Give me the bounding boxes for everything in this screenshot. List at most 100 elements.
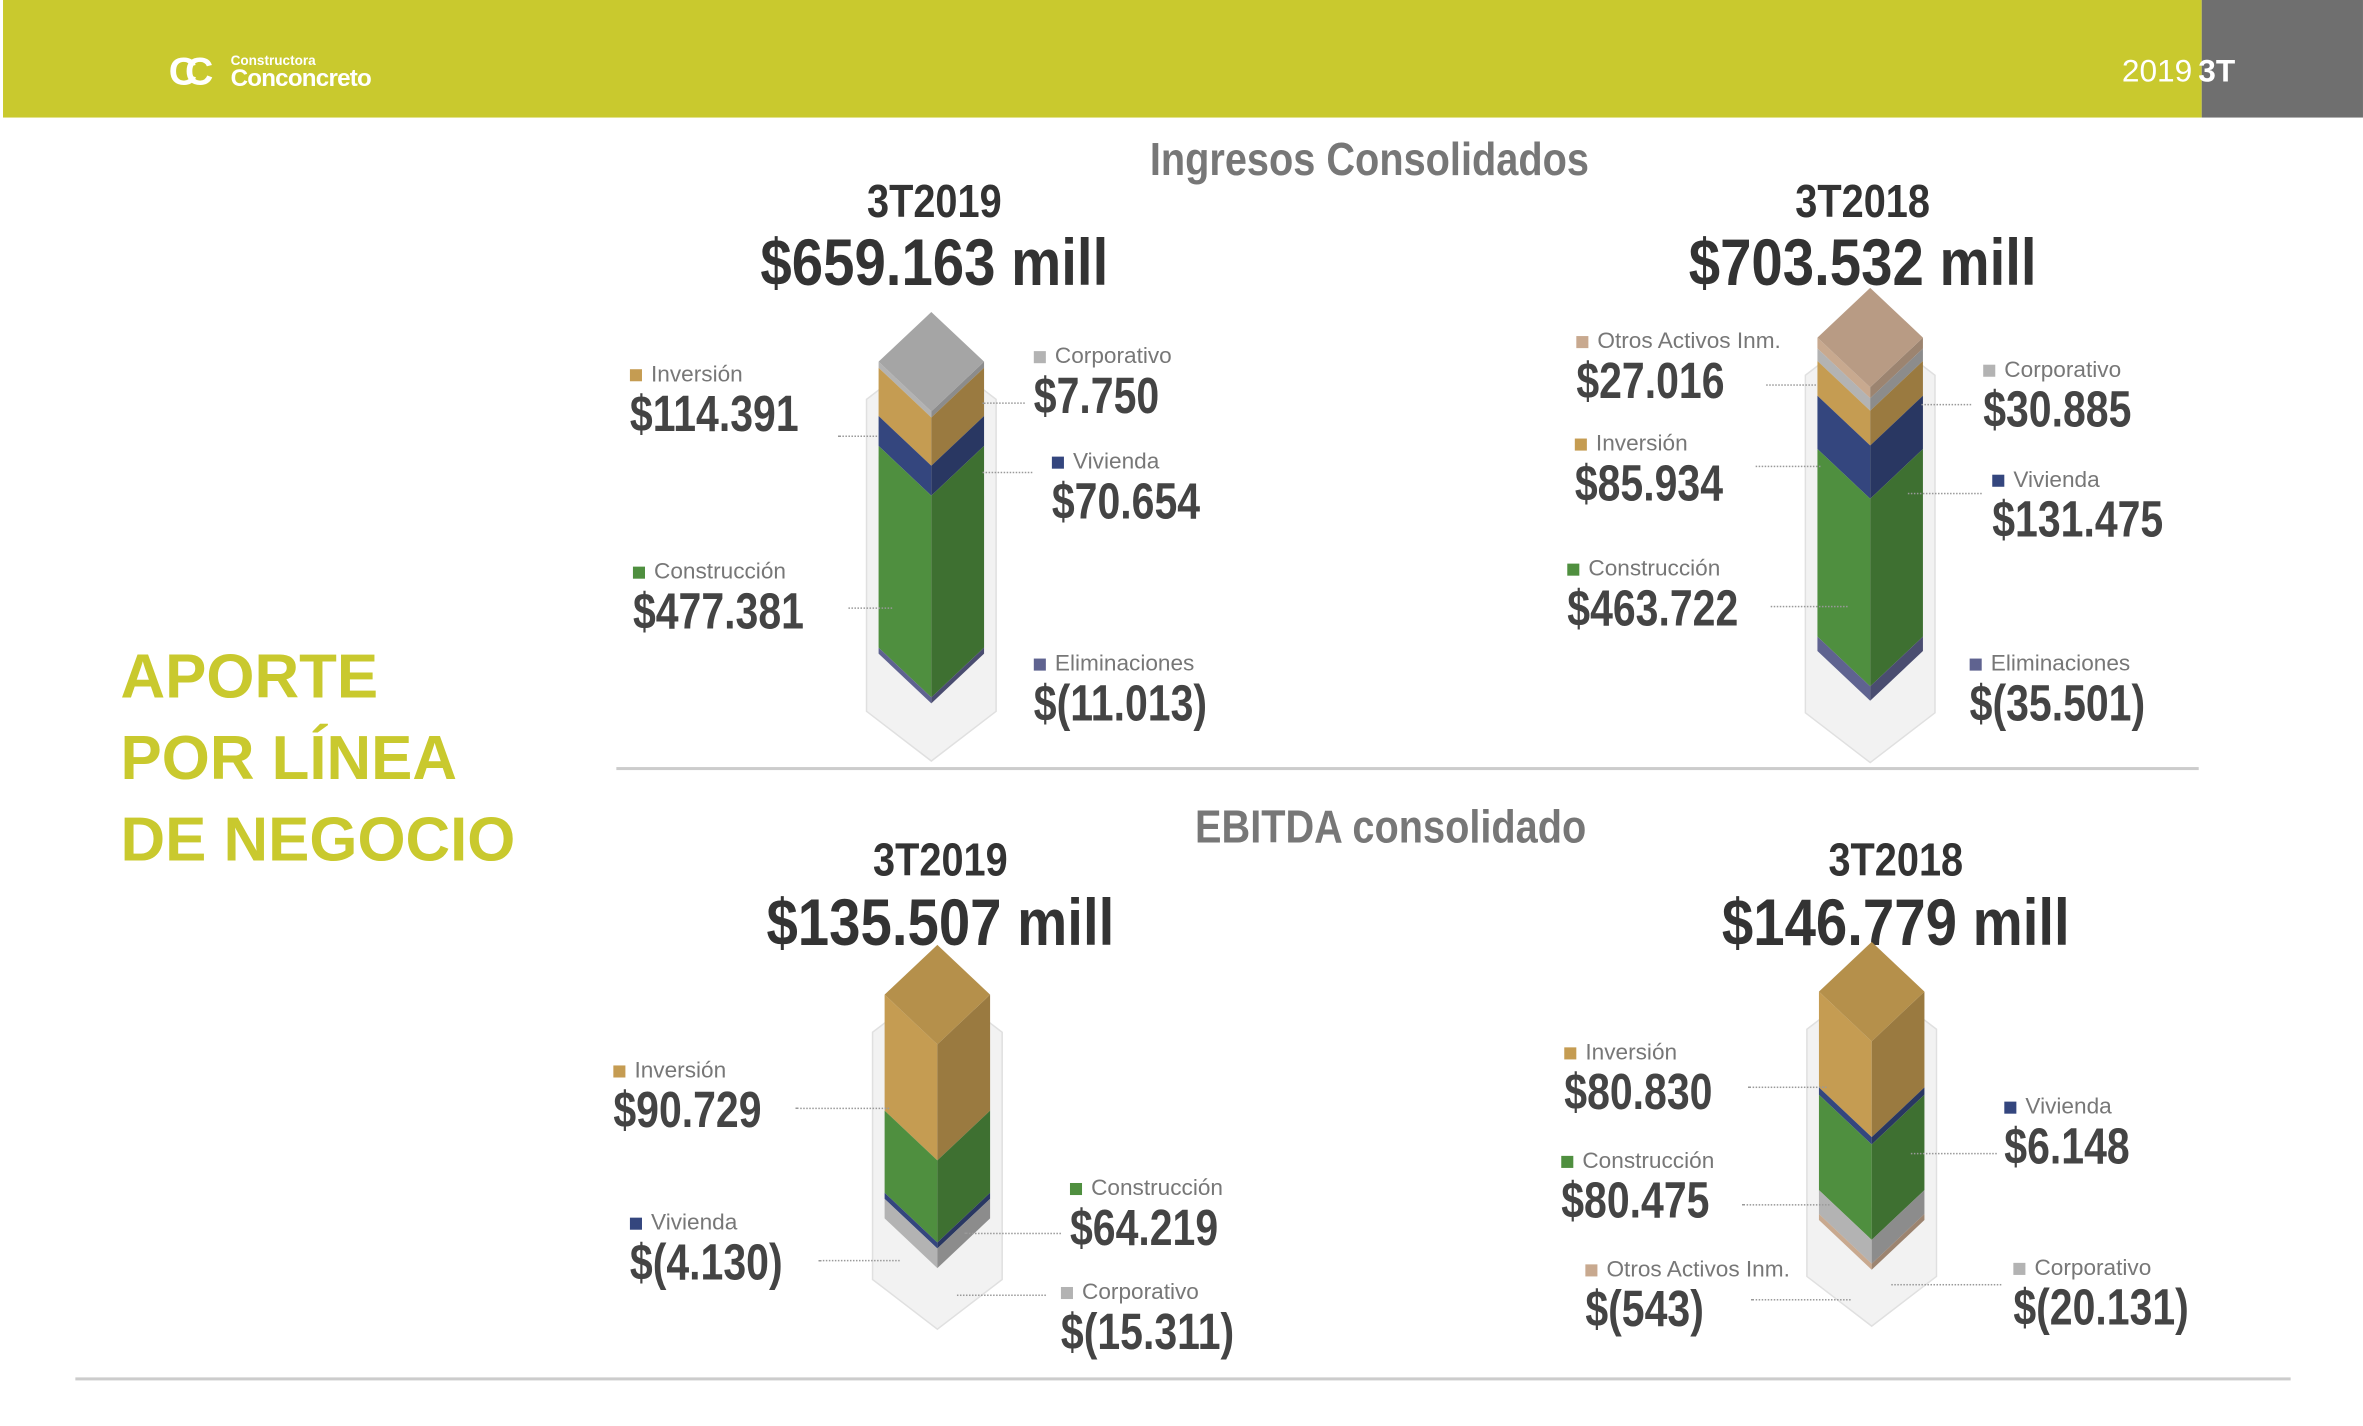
- legend-name: Construcción: [1091, 1175, 1224, 1202]
- legend-swatch: [613, 1064, 626, 1077]
- legend-swatch: [1992, 473, 2005, 487]
- header-period: 2019 3T: [2122, 54, 2235, 90]
- segment-label-vivienda: Vivienda $6.148: [2004, 1094, 2161, 1174]
- legend-name: Corporativo: [1054, 343, 1172, 370]
- divider: [616, 767, 2199, 771]
- legend-swatch: [632, 565, 645, 578]
- header-year: 2019: [2121, 54, 2193, 89]
- bar-segment-otros-side: [1870, 337, 1923, 399]
- bar-segment-inversion: [1817, 361, 1871, 446]
- bar-segment-eliminaciones: [878, 647, 932, 704]
- legend-name: Construcción: [1582, 1148, 1715, 1174]
- bar-segment-inversion-side: [937, 994, 991, 1161]
- bar-segment-otros-side: [1871, 1213, 1925, 1270]
- legend-swatch: [1564, 1046, 1577, 1059]
- legend-swatch: [1033, 350, 1046, 363]
- bar-segment-eliminaciones-side: [1870, 636, 1923, 701]
- bar-segment-construccion-side: [1871, 1094, 1925, 1240]
- legend-name: Vivienda: [2025, 1094, 2112, 1120]
- divider: [75, 1377, 2291, 1381]
- bar-segment-corporativo: [1817, 348, 1871, 411]
- legend-name: Otros Activos Inm.: [1597, 328, 1781, 355]
- data-label: $85.934: [1574, 455, 1723, 513]
- data-label: $90.729: [613, 1082, 762, 1140]
- bar-segment-inversion: [878, 367, 932, 466]
- legend-entry: Vivienda: [2004, 1094, 2161, 1120]
- bar-segment-otros: [1817, 337, 1871, 399]
- legend-entry: Construcción: [1069, 1175, 1255, 1202]
- data-label: $(543): [1585, 1280, 1704, 1339]
- legend-name: Corporativo: [2004, 357, 2122, 383]
- bar-segment-corporativo-side: [931, 361, 985, 418]
- data-label: $7.750: [1033, 367, 1160, 425]
- leader-line: [982, 402, 1025, 404]
- legend-name: Vivienda: [651, 1210, 738, 1236]
- legend-swatch: [1567, 562, 1580, 575]
- bar-segment-vivienda: [884, 1192, 938, 1249]
- data-label: $(4.130): [629, 1234, 783, 1292]
- legend-entry: Corporativo: [1060, 1279, 1278, 1305]
- legend-swatch: [1051, 455, 1064, 468]
- leader-line: [1891, 1283, 2002, 1286]
- legend-entry: Eliminaciones: [1969, 651, 2189, 677]
- bar-segment-corporativo-side: [937, 1198, 991, 1269]
- segment-label-vivienda: Vivienda $70.654: [1051, 449, 1237, 529]
- legend-entry: Vivienda: [1992, 467, 2206, 493]
- data-label: $131.475: [1992, 491, 2164, 549]
- legend-swatch: [1069, 1182, 1083, 1195]
- leader-line: [837, 435, 878, 438]
- leader-line: [818, 1259, 900, 1262]
- legend-swatch: [1033, 657, 1046, 670]
- legend-name: Inversión: [651, 361, 743, 388]
- segment-label-otros: Otros Activos Inm. $27.016: [1576, 328, 1781, 408]
- segment-label-otros: Otros Activos Inm. $(543): [1585, 1257, 1790, 1337]
- legend-swatch: [2013, 1262, 2026, 1275]
- bar-segment-construccion: [884, 1110, 938, 1243]
- data-label: $(20.131): [2013, 1279, 2189, 1337]
- leader-line: [1766, 384, 1816, 386]
- segment-label-construccion: Construcción $80.475: [1561, 1148, 1746, 1228]
- bar-segment-eliminaciones: [1817, 636, 1871, 701]
- legend-entry: Vivienda: [629, 1210, 821, 1236]
- bar-segment-otros: [1818, 1213, 1872, 1270]
- segment-label-construccion: Construcción $64.219: [1069, 1175, 1255, 1255]
- legend-entry: Construcción: [632, 559, 847, 585]
- bar-segment-inversion-side: [1870, 361, 1923, 446]
- legend-entry: Inversión: [1564, 1040, 1749, 1065]
- legend-swatch: [1576, 335, 1589, 348]
- segment-label-corporativo: Corporativo $(20.131): [2013, 1255, 2232, 1335]
- legend-swatch: [629, 1216, 642, 1229]
- segment-label-corporativo: Corporativo $(15.311): [1060, 1279, 1278, 1359]
- bar-segment-construccion-side: [931, 445, 985, 698]
- legend-entry: Inversión: [629, 361, 841, 388]
- segment-label-construccion: Construcción $463.722: [1567, 556, 1781, 636]
- leader-line: [795, 1107, 890, 1110]
- logo-mark-icon: CC: [168, 48, 214, 94]
- header-bar: [3, 0, 2202, 118]
- legend-name: Inversión: [634, 1057, 727, 1084]
- leader-line: [1770, 605, 1848, 608]
- leader-line: [1921, 403, 1972, 406]
- bar-segment-vivienda-side: [937, 1192, 991, 1249]
- bar-segment-vivienda: [1818, 1087, 1872, 1145]
- side-title-line: POR LÍNEA: [120, 723, 457, 793]
- bar-segment-inversion: [884, 994, 938, 1161]
- segment-label-construccion: Construcción $477.381: [632, 559, 847, 639]
- bar-segment-inversion-side: [931, 367, 985, 466]
- bar-segment-corporativo: [884, 1198, 938, 1269]
- leader-line: [848, 607, 893, 609]
- logo-small-text: Constructora: [230, 51, 316, 68]
- legend-swatch: [1060, 1286, 1073, 1299]
- legend-swatch: [1585, 1263, 1598, 1276]
- segment-label-corporativo: Corporativo $30.885: [1983, 357, 2168, 437]
- legend-entry: Otros Activos Inm.: [1576, 328, 1781, 355]
- legend-swatch: [1561, 1155, 1574, 1168]
- bar-segment-inversion: [1818, 991, 1872, 1138]
- logo: CC Constructora Conconcreto: [168, 48, 372, 95]
- bar-segment-corporativo-side: [1870, 348, 1923, 411]
- period-label: 3T2018: [1828, 833, 1964, 887]
- legend-swatch: [2004, 1100, 2017, 1113]
- bar-segment-vivienda: [1817, 395, 1871, 499]
- segment-label-inversion: Inversión $90.729: [613, 1058, 798, 1138]
- leader-line: [1910, 1152, 1997, 1155]
